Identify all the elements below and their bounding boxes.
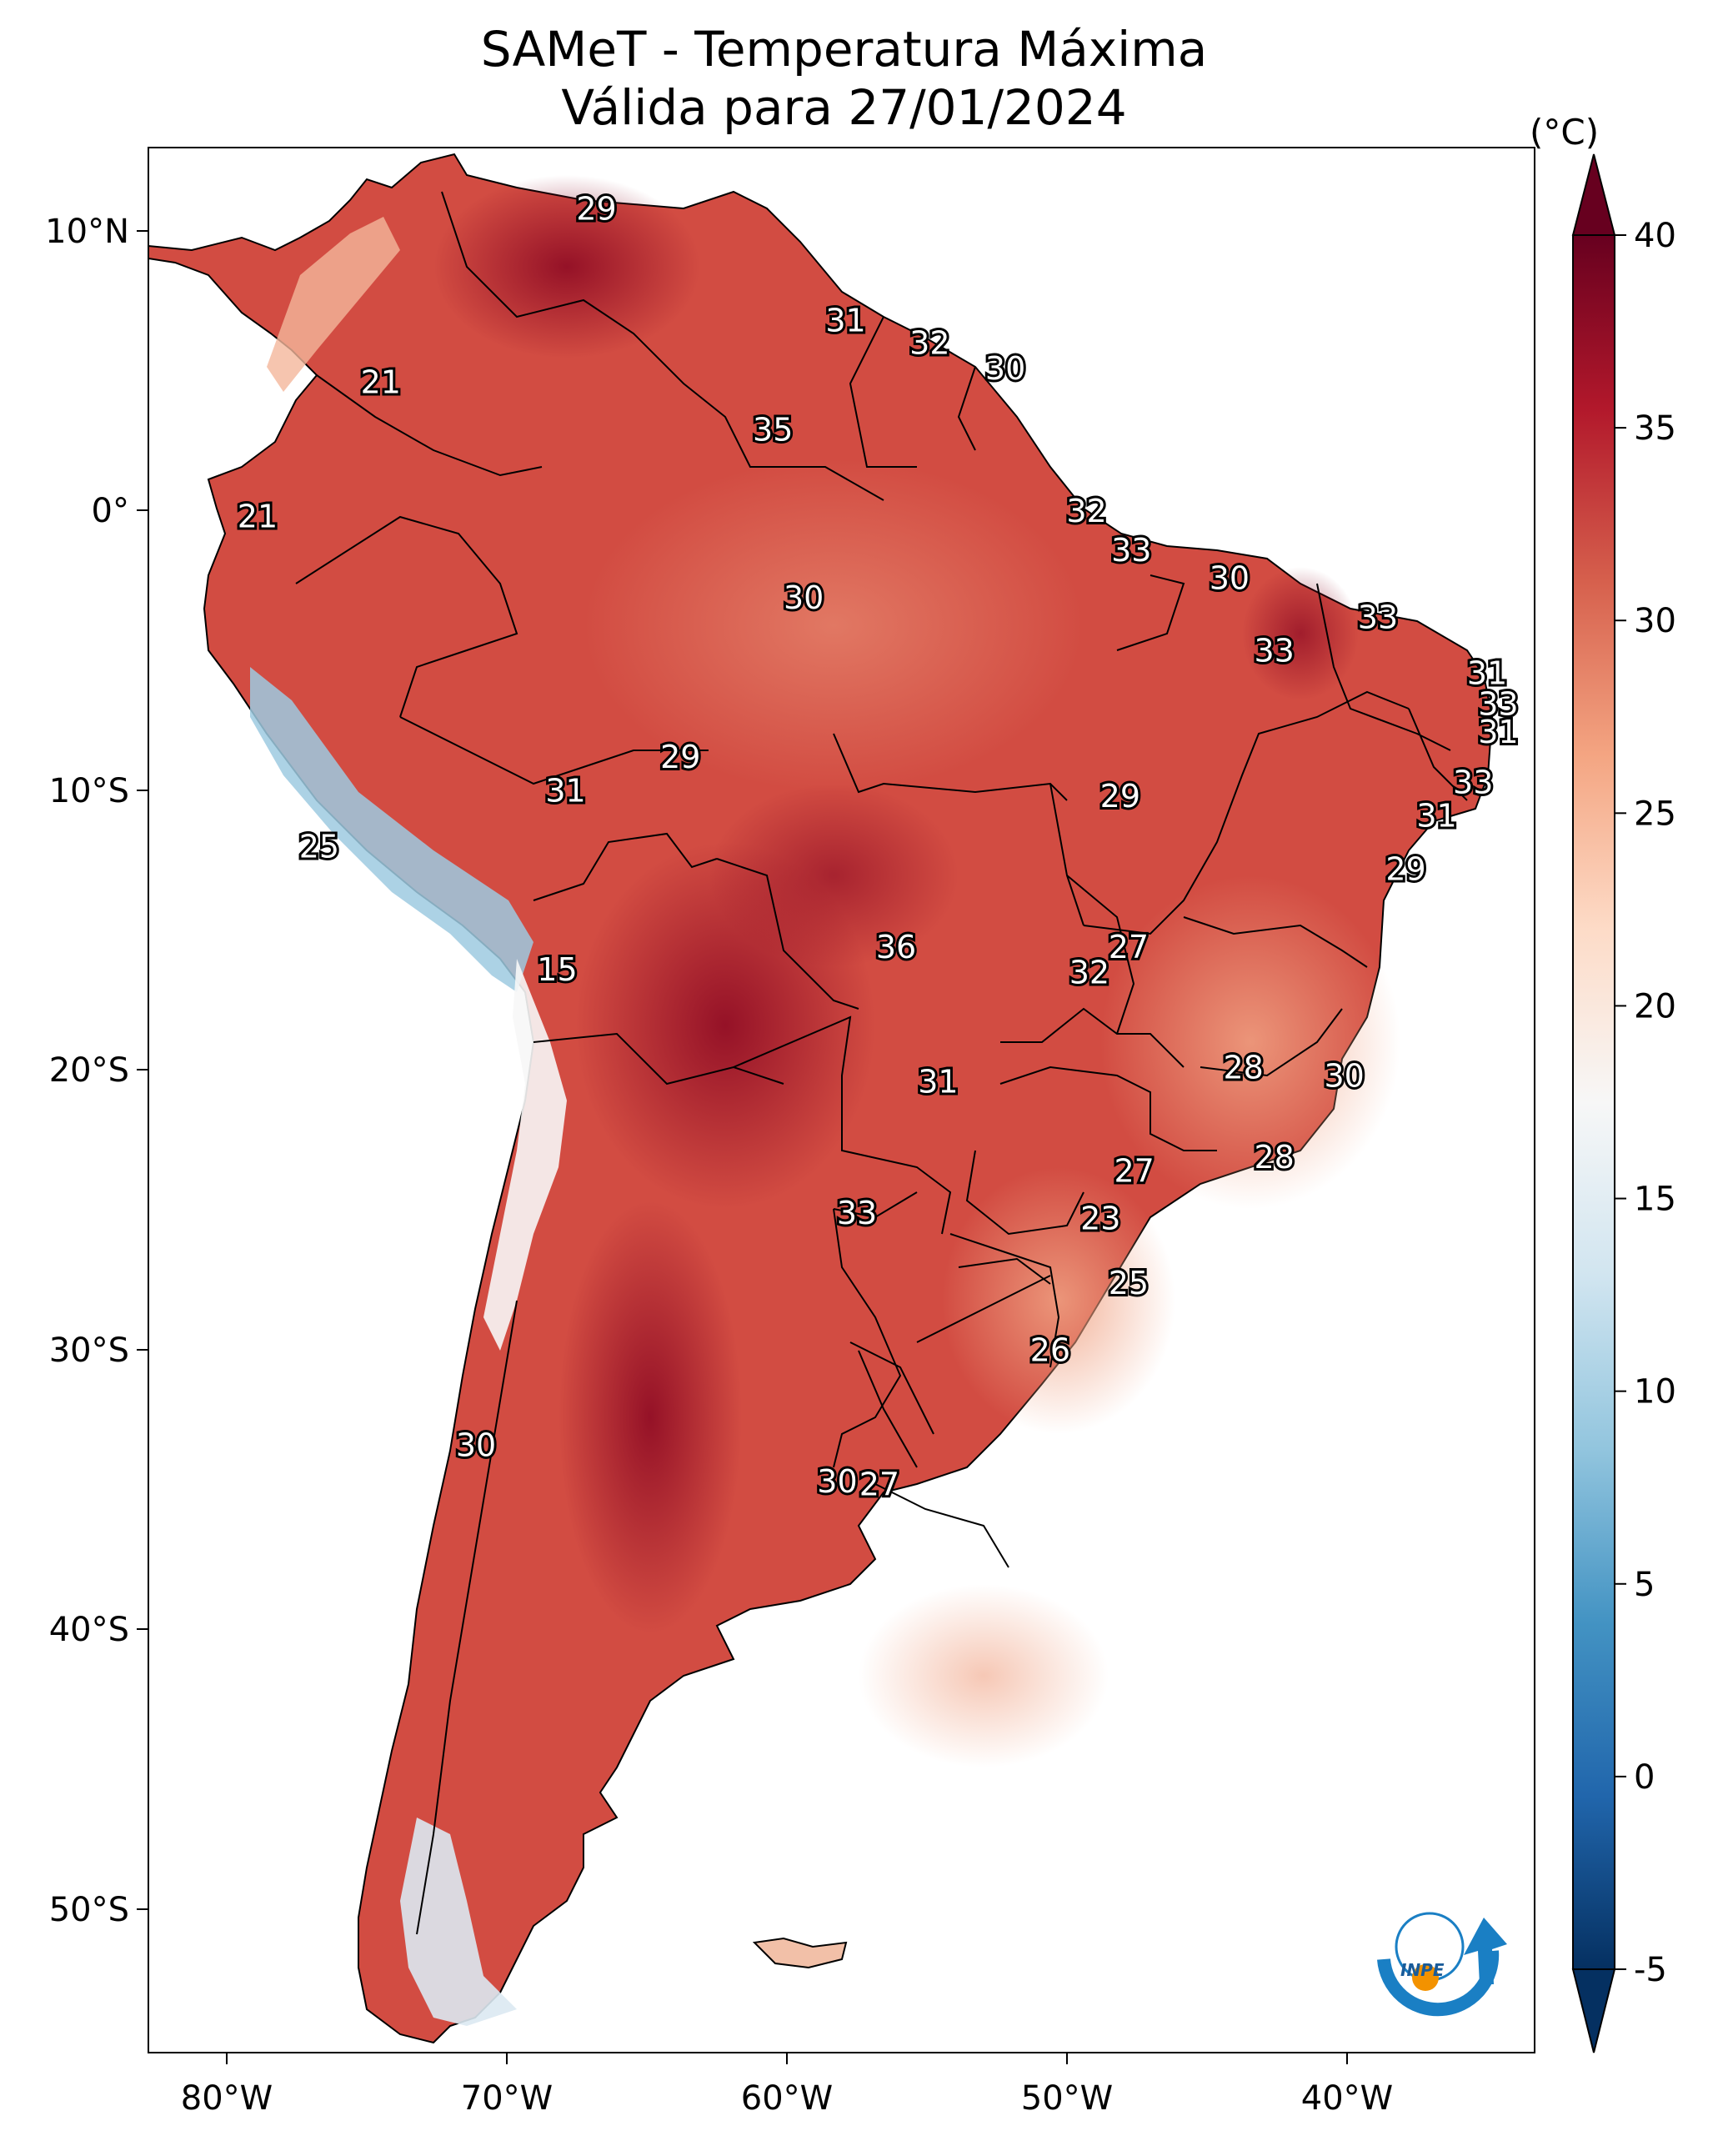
temperature-label: 31 bbox=[1478, 714, 1518, 750]
lat-tick-label: 0° bbox=[92, 492, 129, 530]
colorbar-gradient bbox=[1572, 234, 1615, 1970]
temperature-label: 30 bbox=[985, 350, 1025, 387]
temperature-label: 30 bbox=[817, 1463, 857, 1500]
country-borders bbox=[295, 191, 1468, 1935]
lon-tick-label: 60°W bbox=[741, 2079, 833, 2118]
colorbar-tick-label: 40 bbox=[1634, 217, 1676, 255]
temperature-label: 32 bbox=[909, 325, 949, 362]
andes-cool-zone bbox=[250, 667, 533, 992]
colorbar-tick-label: 5 bbox=[1634, 1566, 1655, 1604]
lon-axis: 80°W 70°W 60°W 50°W 40°W bbox=[181, 2053, 1393, 2118]
temperature-label: 33 bbox=[1254, 633, 1294, 669]
colorbar-min-arrow bbox=[1571, 1968, 1616, 2053]
svg-text:INPE: INPE bbox=[1400, 1960, 1445, 1980]
temperature-label: 21 bbox=[238, 499, 278, 535]
lat-tick-label: 30°S bbox=[49, 1331, 129, 1370]
temperature-label: 33 bbox=[1453, 764, 1493, 800]
colorbar: 40 35 30 25 20 15 10 5 0 -5 bbox=[1571, 153, 1676, 2053]
temperature-label: 32 bbox=[1069, 954, 1109, 990]
temperature-label: 30 bbox=[784, 579, 824, 616]
colorbar-tick-label: 0 bbox=[1634, 1758, 1655, 1797]
temperature-label: 31 bbox=[918, 1063, 958, 1100]
temperature-label: 29 bbox=[1100, 778, 1140, 815]
colorbar-tick-label: 10 bbox=[1634, 1373, 1676, 1411]
lat-tick-label: 10°S bbox=[49, 772, 129, 810]
map-frame bbox=[148, 147, 1535, 2053]
temperature-label: 31 bbox=[1416, 798, 1456, 835]
temperature-label: 25 bbox=[299, 828, 339, 865]
temperature-label: 30 bbox=[456, 1426, 496, 1463]
continent-layer bbox=[148, 153, 1494, 2044]
lon-tick-label: 80°W bbox=[181, 2079, 273, 2118]
temperature-label: 28 bbox=[1224, 1050, 1264, 1086]
lon-tick-label: 40°W bbox=[1301, 2079, 1393, 2118]
temperature-label: 27 bbox=[1109, 929, 1149, 965]
colorbar-tick-label: 35 bbox=[1634, 409, 1676, 448]
lat-axis: 10°N 0° 10°S 20°S 30°S 40°S 50°S bbox=[45, 213, 148, 1929]
colorbar-unit: (°C) bbox=[1530, 112, 1600, 153]
map-subtitle: Válida para 27/01/2024 bbox=[561, 79, 1127, 136]
temperature-label: 25 bbox=[1109, 1265, 1149, 1301]
temperature-label: 26 bbox=[1030, 1331, 1070, 1368]
temperature-label: 27 bbox=[859, 1466, 899, 1502]
colorbar-tick-label: 25 bbox=[1634, 795, 1676, 833]
lon-tick-label: 70°W bbox=[461, 2079, 553, 2118]
temperature-label: 33 bbox=[1358, 599, 1398, 635]
temperature-label: 36 bbox=[876, 929, 916, 965]
temperature-label: 23 bbox=[1080, 1201, 1120, 1237]
falklands bbox=[752, 1937, 848, 1969]
temperature-label: 31 bbox=[1467, 654, 1507, 691]
temperature-label: 32 bbox=[1066, 493, 1106, 529]
temperature-label: 33 bbox=[837, 1195, 877, 1231]
temperature-label: 31 bbox=[825, 303, 865, 339]
temperature-label: 15 bbox=[537, 951, 577, 988]
temperature-label: 28 bbox=[1254, 1139, 1294, 1176]
temperature-label: 33 bbox=[1111, 532, 1151, 569]
lat-tick-label: 20°S bbox=[49, 1051, 129, 1090]
colorbar-tick-label: 20 bbox=[1634, 987, 1676, 1025]
temperature-label: 33 bbox=[1478, 685, 1518, 722]
temperature-label: 21 bbox=[361, 364, 401, 401]
colorbar-tick-label: 30 bbox=[1634, 602, 1676, 640]
temperature-label: 29 bbox=[660, 739, 700, 775]
temperature-label: 27 bbox=[1114, 1153, 1154, 1190]
inpe-logo: INPE bbox=[1377, 1912, 1507, 2017]
colorbar-tick-label: -5 bbox=[1634, 1951, 1667, 1989]
colorbar-max-arrow bbox=[1571, 153, 1616, 236]
colorbar-tick-label: 15 bbox=[1634, 1181, 1676, 1219]
lat-tick-label: 10°N bbox=[45, 213, 129, 251]
temperature-label: 29 bbox=[576, 191, 616, 228]
temperature-label: 30 bbox=[1210, 559, 1250, 596]
temperature-label: 35 bbox=[753, 412, 793, 449]
lat-tick-label: 50°S bbox=[49, 1891, 129, 1929]
temperature-label: 30 bbox=[1324, 1058, 1364, 1095]
map-title: SAMeT - Temperatura Máxima bbox=[480, 21, 1208, 78]
temperature-label: 29 bbox=[1385, 850, 1425, 887]
lat-tick-label: 40°S bbox=[49, 1611, 129, 1649]
lon-tick-label: 50°W bbox=[1021, 2079, 1113, 2118]
temperature-label: 31 bbox=[545, 772, 585, 809]
